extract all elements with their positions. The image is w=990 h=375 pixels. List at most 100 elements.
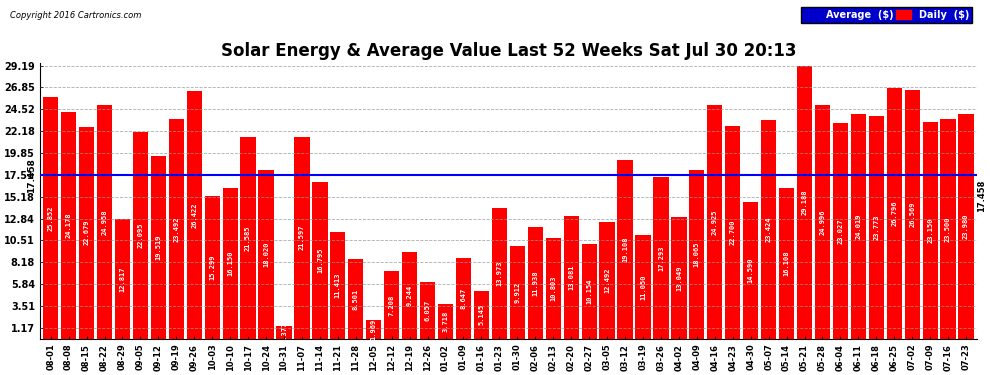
Text: 17.293: 17.293 xyxy=(658,245,664,271)
Bar xyxy=(455,258,471,339)
Bar xyxy=(366,320,381,339)
Text: 5.145: 5.145 xyxy=(478,304,484,326)
Bar xyxy=(940,119,955,339)
Bar xyxy=(223,188,238,339)
Bar xyxy=(905,90,920,339)
Bar xyxy=(258,170,273,339)
Bar xyxy=(438,304,453,339)
Bar xyxy=(510,246,525,339)
Text: 14.590: 14.590 xyxy=(747,258,753,283)
Text: 8.647: 8.647 xyxy=(460,288,466,309)
Bar xyxy=(779,188,794,339)
Bar xyxy=(276,326,292,339)
Text: Copyright 2016 Cartronics.com: Copyright 2016 Cartronics.com xyxy=(10,11,142,20)
Bar xyxy=(563,216,579,339)
Text: 26.422: 26.422 xyxy=(191,202,197,228)
Text: 23.773: 23.773 xyxy=(873,215,879,240)
Bar xyxy=(420,282,436,339)
Text: 22.679: 22.679 xyxy=(83,220,89,245)
Text: 13.049: 13.049 xyxy=(676,265,682,291)
Text: 8.501: 8.501 xyxy=(352,288,358,310)
Text: 23.500: 23.500 xyxy=(945,216,951,242)
Bar xyxy=(725,126,741,339)
Bar xyxy=(79,126,94,339)
Text: 24.925: 24.925 xyxy=(712,209,718,235)
Text: 7.208: 7.208 xyxy=(389,294,395,316)
Text: 16.108: 16.108 xyxy=(783,251,790,276)
Text: 11.050: 11.050 xyxy=(640,274,646,300)
Bar xyxy=(348,259,363,339)
Text: 15.299: 15.299 xyxy=(209,255,215,280)
Text: 13.973: 13.973 xyxy=(496,261,502,286)
Text: 17.458: 17.458 xyxy=(28,158,37,193)
Title: Solar Energy & Average Value Last 52 Weeks Sat Jul 30 20:13: Solar Energy & Average Value Last 52 Wee… xyxy=(221,42,796,60)
Text: 23.424: 23.424 xyxy=(765,216,771,242)
Text: 18.020: 18.020 xyxy=(263,242,269,267)
Text: 22.700: 22.700 xyxy=(730,220,736,245)
Bar xyxy=(492,208,507,339)
Text: 24.958: 24.958 xyxy=(102,209,108,235)
Bar xyxy=(923,122,938,339)
Bar xyxy=(689,170,705,339)
Bar xyxy=(671,217,686,339)
Text: 16.795: 16.795 xyxy=(317,248,323,273)
Bar xyxy=(61,112,76,339)
Text: 6.057: 6.057 xyxy=(425,300,431,321)
Text: 24.019: 24.019 xyxy=(855,214,861,239)
Text: 3.718: 3.718 xyxy=(443,311,448,332)
Text: 1.377: 1.377 xyxy=(281,322,287,343)
Bar xyxy=(887,88,902,339)
Text: 1.969: 1.969 xyxy=(370,319,377,340)
Text: 16.150: 16.150 xyxy=(227,251,234,276)
Legend: Average  ($), Daily  ($): Average ($), Daily ($) xyxy=(801,7,972,23)
Text: 26.796: 26.796 xyxy=(891,201,897,226)
Text: 23.492: 23.492 xyxy=(173,216,179,242)
Text: 17.458: 17.458 xyxy=(977,180,986,213)
Bar xyxy=(150,156,166,339)
Text: 11.938: 11.938 xyxy=(533,270,539,296)
Text: 23.027: 23.027 xyxy=(838,218,843,244)
Text: 13.081: 13.081 xyxy=(568,265,574,290)
Text: 23.980: 23.980 xyxy=(963,214,969,239)
Bar xyxy=(474,291,489,339)
Bar xyxy=(868,116,884,339)
Text: 19.108: 19.108 xyxy=(622,237,628,262)
Text: 9.912: 9.912 xyxy=(515,282,521,303)
Bar xyxy=(115,219,130,339)
Bar xyxy=(761,120,776,339)
Text: 12.817: 12.817 xyxy=(120,266,126,292)
Text: 21.585: 21.585 xyxy=(246,225,251,251)
Bar xyxy=(815,105,830,339)
Bar xyxy=(545,238,561,339)
Text: 9.244: 9.244 xyxy=(407,285,413,306)
Bar xyxy=(653,177,668,339)
Bar xyxy=(958,114,974,339)
Bar xyxy=(402,252,417,339)
Bar xyxy=(743,202,758,339)
Bar xyxy=(636,236,650,339)
Text: 22.095: 22.095 xyxy=(138,223,144,248)
Bar xyxy=(133,132,148,339)
Bar xyxy=(850,114,866,339)
Bar xyxy=(581,244,597,339)
Bar xyxy=(241,137,255,339)
Text: 29.188: 29.188 xyxy=(802,189,808,215)
Bar xyxy=(43,97,58,339)
Bar xyxy=(205,196,220,339)
Bar xyxy=(331,232,346,339)
Text: 21.597: 21.597 xyxy=(299,225,305,251)
Bar xyxy=(600,222,615,339)
Bar xyxy=(312,182,328,339)
Bar xyxy=(618,160,633,339)
Text: 26.569: 26.569 xyxy=(909,202,915,227)
Text: 19.519: 19.519 xyxy=(155,235,161,260)
Text: 11.413: 11.413 xyxy=(335,273,341,298)
Text: 24.178: 24.178 xyxy=(65,213,71,238)
Bar xyxy=(168,119,184,339)
Text: 24.996: 24.996 xyxy=(820,209,826,235)
Text: 10.154: 10.154 xyxy=(586,279,592,304)
Bar xyxy=(97,105,112,339)
Text: 12.492: 12.492 xyxy=(604,268,610,293)
Bar xyxy=(833,123,848,339)
Bar xyxy=(294,136,310,339)
